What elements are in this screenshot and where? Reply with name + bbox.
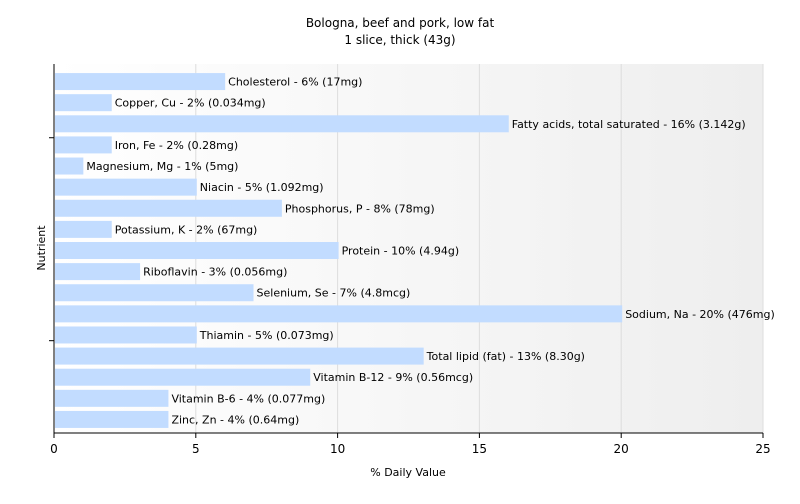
bar-data-label: Selenium, Se - 7% (4.8mcg): [257, 287, 411, 300]
bar: [55, 284, 254, 302]
bar-data-label: Fatty acids, total saturated - 16% (3.14…: [512, 118, 746, 131]
x-axis-title: % Daily Value: [370, 466, 446, 479]
bar-data-label: Cholesterol - 6% (17mg): [228, 76, 362, 89]
chart-title: Bologna, beef and pork, low fat: [306, 16, 495, 30]
bar-data-label: Sodium, Na - 20% (476mg): [625, 308, 775, 321]
x-tick-label: 25: [755, 442, 770, 456]
bar: [55, 263, 141, 281]
bar: [55, 347, 424, 365]
axes: 0 5 10 15 20 25: [49, 64, 771, 456]
bar-data-label: Iron, Fe - 2% (0.28mg): [115, 139, 238, 152]
bar: [55, 73, 226, 91]
bar-data-label: Total lipid (fat) - 13% (8.30g): [426, 350, 585, 363]
bar: [55, 157, 84, 175]
bar-data-label: Vitamin B-12 - 9% (0.56mcg): [313, 371, 473, 384]
bar-data-label: Vitamin B-6 - 4% (0.077mg): [171, 392, 325, 405]
bar: [55, 220, 112, 238]
bar: [55, 305, 623, 323]
x-tick-label: 10: [330, 442, 345, 456]
bar-data-label: Copper, Cu - 2% (0.034mg): [115, 97, 266, 110]
bar: [55, 242, 339, 259]
y-axis-title: Nutrient: [35, 225, 48, 271]
bar: [55, 199, 282, 217]
bar-data-label: Niacin - 5% (1.092mg): [200, 181, 324, 194]
bar-data-label: Thiamin - 5% (0.073mg): [199, 329, 334, 342]
bar-data-label: Riboflavin - 3% (0.056mg): [143, 266, 287, 279]
bar-data-label: Zinc, Zn - 4% (0.64mg): [171, 413, 299, 426]
bar-data-label: Phosphorus, P - 8% (78mg): [285, 202, 435, 215]
data-labels: Cholesterol - 6% (17mg) Copper, Cu - 2% (…: [86, 76, 774, 427]
bar: [55, 94, 112, 112]
bars: [55, 73, 623, 428]
bar: [55, 326, 197, 344]
bar: [55, 115, 509, 133]
bar-data-label: Protein - 10% (4.94g): [342, 245, 460, 258]
x-tick-label: 20: [614, 442, 629, 456]
bar: [55, 178, 197, 196]
bar: [55, 368, 311, 386]
x-tick-label: 15: [472, 442, 487, 456]
bar: [55, 410, 169, 428]
x-tick-label: 5: [192, 442, 200, 456]
bar-data-label: Magnesium, Mg - 1% (5mg): [86, 160, 238, 173]
bar-data-label: Potassium, K - 2% (67mg): [115, 223, 258, 236]
bar: [55, 389, 169, 407]
bar: [55, 136, 112, 154]
chart-subtitle: 1 slice, thick (43g): [344, 33, 455, 47]
x-tick-label: 0: [50, 442, 58, 456]
